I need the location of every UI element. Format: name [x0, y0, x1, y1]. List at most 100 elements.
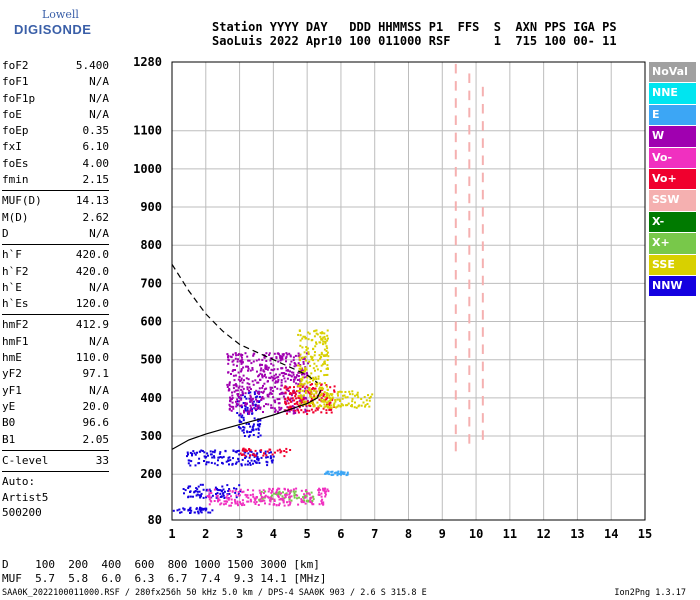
echo-point — [316, 333, 319, 336]
echo-point — [243, 409, 245, 412]
echo-point — [287, 374, 290, 376]
echo-point — [318, 382, 321, 385]
echo-point — [322, 395, 325, 397]
echo-point — [244, 405, 247, 408]
echo-point — [325, 374, 328, 376]
echo-point — [205, 455, 208, 458]
echo-point — [244, 402, 247, 404]
interference-mark — [468, 313, 471, 324]
echo-point — [248, 423, 250, 425]
echo-point — [292, 359, 295, 362]
echo-point — [289, 370, 291, 373]
echo-point — [307, 353, 310, 355]
echo-point — [335, 406, 338, 409]
param-row: yF1 N/A — [2, 383, 109, 399]
echo-point — [211, 456, 214, 459]
echo-point — [323, 382, 326, 385]
echo-point — [238, 484, 241, 487]
interference-mark — [468, 73, 471, 83]
echo-point — [351, 390, 354, 393]
echo-point — [299, 378, 302, 381]
echo-point — [314, 382, 317, 385]
echo-point — [287, 406, 290, 409]
echo-point — [300, 397, 303, 400]
echo-point — [247, 359, 250, 362]
echo-point — [286, 399, 289, 402]
echo-point — [256, 452, 259, 455]
interference-mark — [468, 296, 471, 307]
y-tick-label: 1280 — [133, 55, 162, 69]
echo-point — [277, 353, 280, 356]
echo-point — [275, 504, 278, 507]
echo-point — [270, 491, 273, 494]
echo-point — [238, 453, 241, 456]
echo-point — [258, 499, 261, 502]
echo-point — [309, 501, 312, 503]
echo-point — [227, 354, 230, 357]
interference-mark — [481, 430, 484, 440]
echo-point — [319, 386, 321, 389]
interference-mark — [468, 176, 471, 187]
echo-point — [239, 404, 242, 407]
echo-point — [253, 497, 256, 500]
echo-point — [283, 377, 286, 380]
echo-point — [308, 332, 311, 335]
echo-point — [234, 500, 237, 503]
param-value: 420.0 — [75, 248, 109, 262]
echo-point — [256, 381, 259, 384]
interference-mark — [481, 224, 484, 234]
echo-point — [246, 402, 248, 405]
echo-point — [300, 367, 303, 370]
echo-point — [180, 511, 183, 514]
echo-point — [289, 386, 292, 389]
echo-point — [276, 398, 279, 401]
echo-point — [221, 489, 223, 492]
echo-point — [334, 399, 337, 401]
y-tick-label: 400 — [140, 391, 162, 405]
param-label: foEs — [2, 156, 29, 170]
echo-point — [300, 369, 303, 372]
echo-point — [238, 376, 241, 378]
echo-point — [247, 369, 249, 372]
interference-mark — [468, 434, 471, 444]
echo-point — [313, 389, 315, 392]
echo-point — [284, 488, 286, 491]
echo-point — [321, 386, 323, 389]
echo-point — [236, 412, 239, 414]
echo-point — [233, 487, 235, 490]
echo-point — [178, 508, 181, 511]
echo-point — [329, 393, 332, 395]
echo-point — [231, 391, 233, 394]
echo-point — [217, 500, 219, 503]
echo-point — [302, 499, 305, 502]
chart-grid — [171, 61, 646, 521]
echo-point — [285, 451, 288, 454]
echo-point — [339, 471, 342, 474]
echo-point — [255, 409, 257, 412]
echo-point — [242, 447, 245, 450]
echo-point — [326, 472, 329, 475]
echo-point — [285, 366, 287, 369]
echo-point — [235, 389, 238, 392]
echo-point — [273, 407, 276, 410]
echo-point — [305, 397, 308, 400]
echo-point — [301, 378, 304, 381]
x-tick-label: 14 — [604, 527, 618, 541]
echo-point — [285, 360, 287, 363]
echo-point — [295, 493, 297, 496]
echo-point — [296, 374, 299, 377]
echo-point — [282, 353, 285, 356]
param-value: N/A — [89, 383, 109, 397]
echo-point — [248, 431, 251, 433]
echo-point — [342, 473, 345, 476]
echo-point — [287, 488, 289, 491]
echo-point — [228, 492, 231, 495]
echo-point — [216, 464, 219, 467]
echo-point — [287, 387, 290, 390]
param-row: hmF2 412.9 — [2, 317, 109, 333]
echo-point — [307, 331, 310, 334]
echo-point — [219, 503, 222, 506]
echo-point — [193, 491, 196, 494]
echo-point — [253, 391, 256, 394]
